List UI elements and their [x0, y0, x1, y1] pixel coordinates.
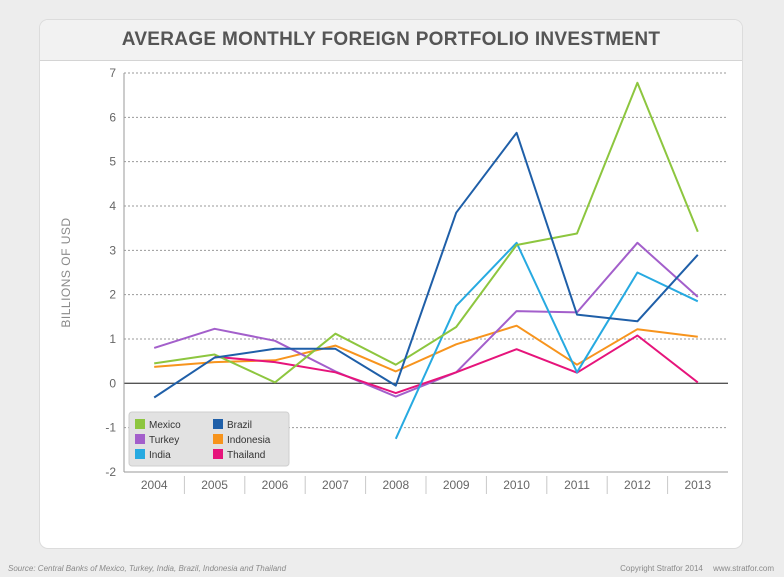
x-tick-label: 2011 — [564, 478, 590, 492]
legend-box — [128, 411, 290, 467]
y-tick-label: 5 — [109, 155, 116, 169]
legend-swatch-turkey — [135, 434, 145, 444]
legend-swatch-indonesia — [213, 434, 223, 444]
series-line-brazil — [153, 131, 699, 399]
y-tick-label: -2 — [105, 465, 116, 479]
x-tick-label: 2013 — [684, 478, 711, 492]
series-line-mexico — [154, 81, 699, 384]
legend-label-thailand: Thailand — [227, 450, 265, 461]
series-line-indonesia — [154, 324, 698, 373]
x-tick-label: 2010 — [503, 478, 530, 492]
legend: Mexico Brazil Turkey Indonesia India Thailand — [128, 411, 290, 467]
y-tick-label: 1 — [109, 332, 116, 346]
x-tick-label: 2012 — [624, 478, 651, 492]
legend-label-turkey: Turkey — [149, 435, 179, 446]
y-axis-title: BILLIONS OF USD — [59, 217, 73, 327]
x-tick-label: 2004 — [141, 478, 168, 492]
legend-swatch-mexico — [135, 419, 145, 429]
y-tick-label: 3 — [109, 243, 116, 257]
x-tick-label: 2008 — [382, 478, 409, 492]
website-link[interactable]: www.stratfor.com — [713, 564, 774, 573]
series-line-india — [394, 241, 699, 440]
source-note: Source: Central Banks of Mexico, Turkey,… — [8, 564, 287, 573]
legend-swatch-india — [135, 449, 145, 459]
copyright-text: Copyright Stratfor 2014 — [620, 564, 703, 573]
series-line-turkey — [153, 241, 699, 398]
credit-line: Copyright Stratfor 2014 www.stratfor.com — [620, 564, 774, 573]
x-tick-label: 2006 — [262, 478, 289, 492]
x-tick-label: 2007 — [322, 478, 349, 492]
y-tick-label: 6 — [109, 110, 116, 124]
legend-label-mexico: Mexico — [149, 420, 181, 431]
y-tick-label: 4 — [109, 199, 116, 213]
y-tick-label: 2 — [109, 288, 116, 302]
legend-label-india: India — [149, 450, 171, 461]
legend-label-brazil: Brazil — [227, 420, 252, 431]
legend-swatch-brazil — [213, 419, 223, 429]
chart-title: AVERAGE MONTHLY FOREIGN PORTFOLIO INVEST… — [40, 20, 742, 61]
y-tick-label: -1 — [105, 421, 116, 435]
x-tick-label: 2005 — [201, 478, 228, 492]
legend-label-indonesia: Indonesia — [227, 435, 271, 446]
x-tick-label: 2009 — [443, 478, 470, 492]
y-tick-label: 0 — [109, 376, 116, 390]
legend-swatch-thailand — [213, 449, 223, 459]
y-tick-label: 7 — [109, 66, 116, 80]
